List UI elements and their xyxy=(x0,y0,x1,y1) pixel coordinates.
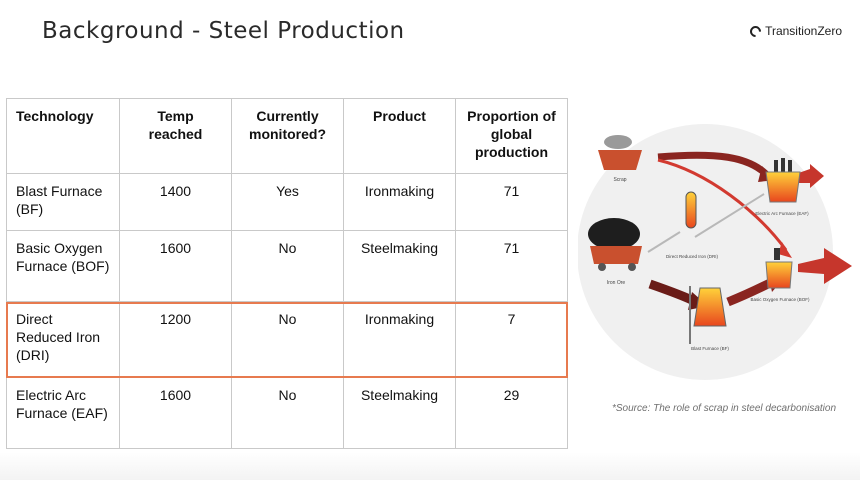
cell-technology: Blast Furnace (BF) xyxy=(6,173,120,231)
label-eaf: Electric Arc Furnace (EAF) xyxy=(755,211,809,216)
cell-monitored: Yes xyxy=(231,173,344,231)
steel-process-diagram: Scrap Iron Ore Direct Reduced Iron (DRI)… xyxy=(578,124,852,380)
label-bof: Basic Oxygen Furnace (BOF) xyxy=(750,297,810,302)
scrap-wagon-icon xyxy=(598,150,642,170)
cell-monitored: No xyxy=(231,230,344,302)
iron-ore-pile-icon xyxy=(588,218,640,250)
header-technology: Technology xyxy=(6,98,120,174)
bof-output-arrow-icon xyxy=(798,248,852,284)
scrap-to-bof-arrow xyxy=(657,158,788,251)
cell-temp: 1400 xyxy=(119,173,232,231)
scrap-to-eaf-arrow xyxy=(657,151,769,177)
brand-logo: TransitionZero xyxy=(747,23,842,39)
cell-monitored: No xyxy=(231,377,344,449)
wheel-icon xyxy=(598,263,606,271)
dri-to-eaf-arrow xyxy=(694,193,765,238)
bottom-fade xyxy=(0,452,860,480)
source-citation: *Source: The role of scrap in steel deca… xyxy=(612,403,837,414)
header-proportion: Proportion of global production xyxy=(455,98,568,174)
page-title: Background - Steel Production xyxy=(42,18,405,44)
cell-product: Ironmaking xyxy=(343,301,456,378)
steel-technology-table: Technology Temp reached Currently monito… xyxy=(6,98,568,449)
header-product: Product xyxy=(343,98,456,174)
brand-name: TransitionZero xyxy=(765,24,842,38)
table-row-highlighted: Direct Reduced Iron (DRI) 1200 No Ironma… xyxy=(6,301,568,378)
cell-temp: 1600 xyxy=(119,230,232,302)
table-row: Blast Furnace (BF) 1400 Yes Ironmaking 7… xyxy=(6,173,568,231)
blast-furnace-icon xyxy=(693,287,727,327)
cell-proportion: 71 xyxy=(455,230,568,302)
cell-temp: 1600 xyxy=(119,377,232,449)
header-monitored: Currently monitored? xyxy=(231,98,344,174)
label-dri: Direct Reduced Iron (DRI) xyxy=(666,254,719,259)
cell-technology: Direct Reduced Iron (DRI) xyxy=(6,301,120,378)
ore-to-dri-arrow xyxy=(647,231,681,253)
electrode-icon xyxy=(774,160,778,172)
scrap-pile-icon xyxy=(604,135,632,149)
dri-shaft-icon xyxy=(685,191,697,229)
cell-temp: 1200 xyxy=(119,301,232,378)
basic-oxygen-furnace-icon xyxy=(765,261,793,289)
label-scrap: Scrap xyxy=(613,177,626,183)
electric-arc-furnace-icon xyxy=(765,171,801,203)
cell-technology: Electric Arc Furnace (EAF) xyxy=(6,377,120,449)
cell-proportion: 7 xyxy=(455,301,568,378)
wheel-icon xyxy=(628,263,636,271)
electrode-icon xyxy=(788,160,792,172)
cell-product: Ironmaking xyxy=(343,173,456,231)
label-iron-ore: Iron Ore xyxy=(607,280,626,286)
header-temp: Temp reached xyxy=(119,98,232,174)
cell-proportion: 71 xyxy=(455,173,568,231)
table-header-row: Technology Temp reached Currently monito… xyxy=(6,98,568,174)
cell-monitored: No xyxy=(231,301,344,378)
cell-product: Steelmaking xyxy=(343,230,456,302)
cell-technology: Basic Oxygen Furnace (BOF) xyxy=(6,230,120,302)
lance-icon xyxy=(774,248,780,260)
electrode-icon xyxy=(781,158,785,172)
ore-wagon-icon xyxy=(590,246,642,264)
transitionzero-logo-icon xyxy=(747,23,764,39)
table-row: Electric Arc Furnace (EAF) 1600 No Steel… xyxy=(6,377,568,449)
label-bf: Blast Furnace (BF) xyxy=(691,346,729,351)
cell-proportion: 29 xyxy=(455,377,568,449)
arrow-head-icon xyxy=(778,242,792,258)
cell-product: Steelmaking xyxy=(343,377,456,449)
table-row: Basic Oxygen Furnace (BOF) 1600 No Steel… xyxy=(6,230,568,302)
